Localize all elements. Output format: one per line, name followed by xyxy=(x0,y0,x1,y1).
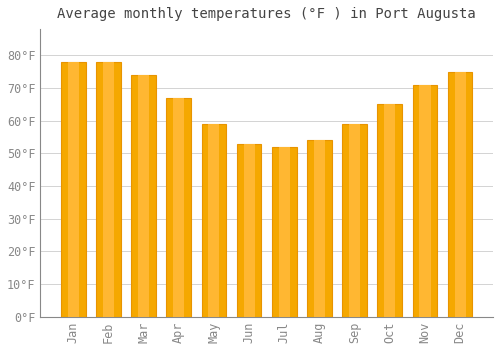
Bar xyxy=(131,75,156,317)
Title: Average monthly temperatures (°F ) in Port Augusta: Average monthly temperatures (°F ) in Po… xyxy=(58,7,476,21)
Bar xyxy=(384,104,396,317)
Bar xyxy=(454,71,466,317)
Bar xyxy=(237,144,262,317)
Bar xyxy=(378,104,402,317)
Bar xyxy=(61,62,86,317)
Bar xyxy=(412,85,438,317)
Bar xyxy=(278,147,290,317)
Bar xyxy=(349,124,360,317)
Bar xyxy=(208,124,220,317)
Bar xyxy=(173,98,184,317)
Bar xyxy=(420,85,430,317)
Bar xyxy=(138,75,149,317)
Bar xyxy=(448,71,472,317)
Bar xyxy=(307,140,332,317)
Bar xyxy=(244,144,254,317)
Bar xyxy=(166,98,191,317)
Bar xyxy=(96,62,120,317)
Bar xyxy=(68,62,78,317)
Bar xyxy=(314,140,325,317)
Bar xyxy=(202,124,226,317)
Bar xyxy=(103,62,114,317)
Bar xyxy=(272,147,296,317)
Bar xyxy=(342,124,367,317)
